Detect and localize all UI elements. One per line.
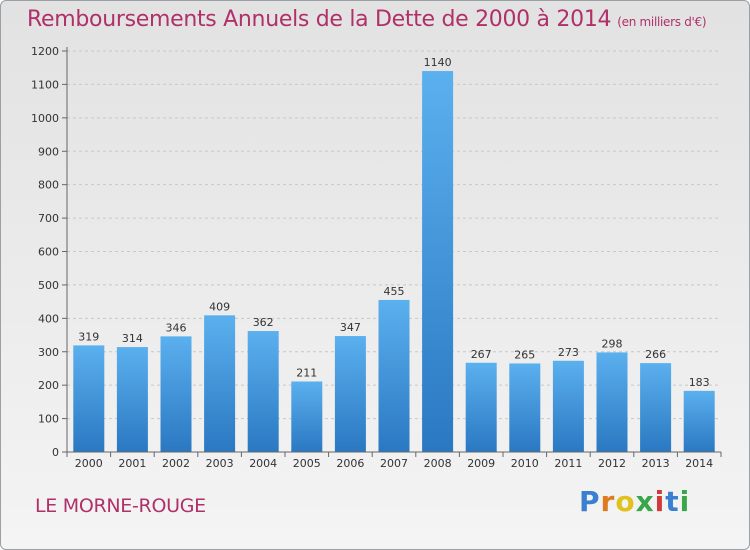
x-tick-label: 2010 [511,457,539,470]
bar [334,336,366,452]
commune-name: LE MORNE-ROUGE [35,495,206,517]
data-label: 319 [78,330,99,343]
bar [596,352,628,452]
bar [552,360,584,452]
data-label: 362 [253,316,274,329]
data-label: 265 [514,348,535,361]
y-tick-label: 0 [52,446,59,459]
y-tick-label: 500 [38,279,59,292]
data-label: 347 [340,321,361,334]
y-tick-label: 300 [38,346,59,359]
bar [422,71,454,453]
data-label: 266 [645,348,666,361]
data-label: 346 [166,321,187,334]
x-tick-label: 2009 [467,457,495,470]
bar [247,331,279,452]
bar [378,299,410,452]
x-tick-label: 2011 [554,457,582,470]
data-label: 298 [602,337,623,350]
data-label: 1140 [424,56,452,69]
bar [291,381,323,452]
bar [640,363,672,452]
x-tick-label: 2004 [249,457,277,470]
data-label: 211 [296,366,317,379]
logo-letter: x [635,485,655,518]
x-tick-label: 2006 [336,457,364,470]
proxiti-logo: Proxiti [579,485,690,518]
logo-letter: P [579,485,601,518]
x-tick-label: 2012 [598,457,626,470]
data-label: 183 [689,376,710,389]
y-tick-label: 600 [38,246,59,259]
y-tick-label: 200 [38,379,59,392]
x-tick-label: 2008 [424,457,452,470]
bar [465,362,497,452]
x-tick-label: 2007 [380,457,408,470]
y-tick-label: 100 [38,413,59,426]
data-label: 273 [558,346,579,359]
y-tick-label: 700 [38,212,59,225]
title-text: Remboursements Annuels de la Dette de 20… [27,7,612,32]
y-tick-label: 1200 [31,45,59,58]
bar [683,390,715,452]
y-tick-label: 800 [38,179,59,192]
x-tick-label: 2003 [206,457,234,470]
logo-letter: i [654,485,666,518]
logo-letter: t [665,485,680,518]
y-tick-label: 400 [38,312,59,325]
bar [204,315,236,452]
x-tick-label: 2002 [162,457,190,470]
x-tick-label: 2001 [118,457,146,470]
data-label: 455 [384,285,405,298]
logo-letter: i [679,485,691,518]
logo-letter: r [600,485,616,518]
y-tick-label: 900 [38,145,59,158]
data-label: 409 [209,300,230,313]
x-tick-label: 2014 [685,457,713,470]
data-label: 267 [471,348,492,361]
bar [160,336,192,452]
chart-title: Remboursements Annuels de la Dette de 20… [27,7,707,32]
x-tick-label: 2000 [75,457,103,470]
logo-letter: o [615,485,636,518]
y-tick-label: 1000 [31,112,59,125]
title-unit: (en milliers d'€) [617,15,707,29]
data-label: 314 [122,332,143,345]
bar [116,347,148,452]
x-tick-label: 2005 [293,457,321,470]
bar [509,363,541,452]
y-tick-label: 1100 [31,78,59,91]
bar [73,345,105,452]
x-tick-label: 2013 [642,457,670,470]
